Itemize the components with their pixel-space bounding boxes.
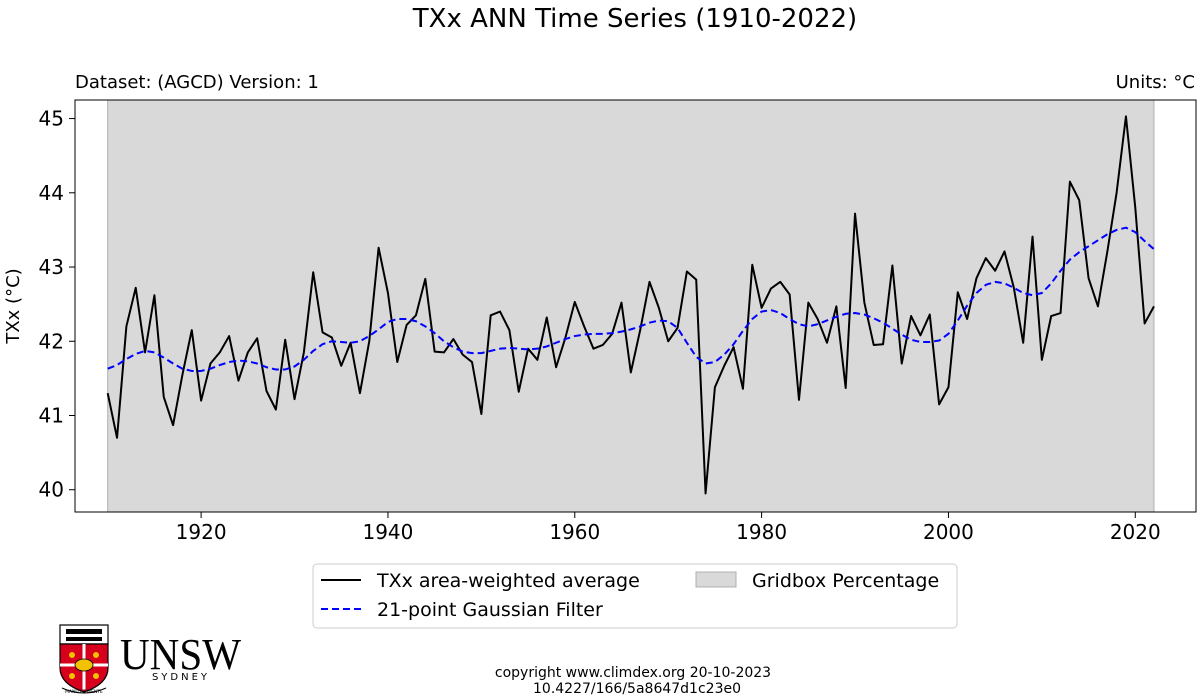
dataset-label: Dataset: (AGCD) Version: 1: [75, 72, 319, 93]
x-tick-label: 1980: [736, 520, 787, 544]
unsw-crest-icon: MANU ET MENTE: [59, 624, 109, 695]
x-tick-label: 1960: [549, 520, 600, 544]
x-tick-label: 1920: [176, 520, 227, 544]
units-label: Units: °C: [1116, 72, 1195, 93]
unsw-wordmark: UNSW: [120, 630, 241, 679]
svg-text:MANU ET MENTE: MANU ET MENTE: [65, 689, 103, 695]
y-tick-label: 45: [39, 107, 64, 131]
y-tick-label: 40: [39, 478, 64, 502]
y-axis-label: TXx (°C): [3, 268, 24, 344]
y-tick-label: 44: [39, 181, 64, 205]
txx-average-line: [106, 115, 1155, 495]
unsw-logo: MANU ET MENTE UNSW SYDNEY: [59, 624, 241, 695]
legend: TXx area-weighted average 21-point Gauss…: [312, 563, 958, 629]
chart-title: TXx ANN Time Series (1910-2022): [412, 4, 857, 34]
legend-gridbox-label: Gridbox Percentage: [752, 570, 939, 592]
legend-line-label: TXx area-weighted average: [376, 570, 640, 592]
x-tick-label: 2020: [1110, 520, 1161, 544]
unsw-sydney: SYDNEY: [152, 672, 210, 683]
legend-box: [312, 563, 958, 629]
y-tick-label: 42: [39, 329, 64, 353]
y-tick-label: 41: [39, 403, 64, 427]
legend-filter-label: 21-point Gaussian Filter: [377, 599, 603, 621]
y-tick-label: 43: [39, 255, 64, 279]
x-tick-label: 2000: [923, 520, 974, 544]
plot-frame: [74, 99, 1197, 513]
gridbox-percentage-area: [107, 99, 1155, 513]
legend-gridbox-swatch: [695, 571, 737, 588]
gaussian-filter-line: [107, 226, 1155, 372]
doi-text: 10.4227/166/5a8647d1c23e0: [533, 681, 741, 697]
x-tick-label: 1940: [362, 520, 413, 544]
copyright-text: copyright www.climdex.org 20-10-2023: [495, 665, 771, 681]
